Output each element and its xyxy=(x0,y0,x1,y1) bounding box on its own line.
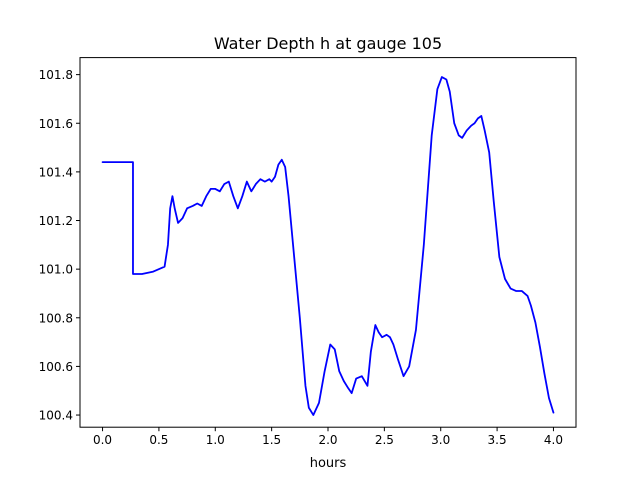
y-tick-label: 101.2 xyxy=(39,214,73,228)
x-axis-ticks: 0.0 0.5 1.0 1.5 2.0 2.5 3.0 3.5 4.0 xyxy=(93,427,563,447)
x-axis-label: hours xyxy=(310,456,347,471)
x-tick-label: 3.0 xyxy=(431,433,450,447)
y-tick-label: 101.0 xyxy=(39,263,73,277)
x-tick-label: 1.0 xyxy=(206,433,225,447)
plot-area xyxy=(101,76,555,416)
x-tick-label: 0.0 xyxy=(93,433,112,447)
chart-title: Water Depth h at gauge 105 xyxy=(214,34,442,53)
y-tick-label: 100.6 xyxy=(39,360,73,374)
x-tick-label: 2.5 xyxy=(375,433,394,447)
y-axis-ticks: 100.4 100.6 100.8 101.0 101.2 101.4 101.6 101.8 xyxy=(39,68,80,423)
axes-frame xyxy=(79,57,577,428)
y-tick-label: 101.4 xyxy=(39,165,73,179)
y-tick-label: 100.4 xyxy=(39,409,73,423)
x-tick-label: 3.5 xyxy=(488,433,507,447)
y-tick-label: 100.8 xyxy=(39,311,73,325)
x-tick-label: 1.5 xyxy=(262,433,281,447)
y-tick-label: 101.8 xyxy=(39,68,73,82)
x-tick-label: 4.0 xyxy=(544,433,563,447)
y-tick-label: 101.6 xyxy=(39,117,73,131)
series-line-0 xyxy=(101,76,555,416)
x-tick-label: 0.5 xyxy=(149,433,168,447)
x-tick-label: 2.0 xyxy=(318,433,337,447)
